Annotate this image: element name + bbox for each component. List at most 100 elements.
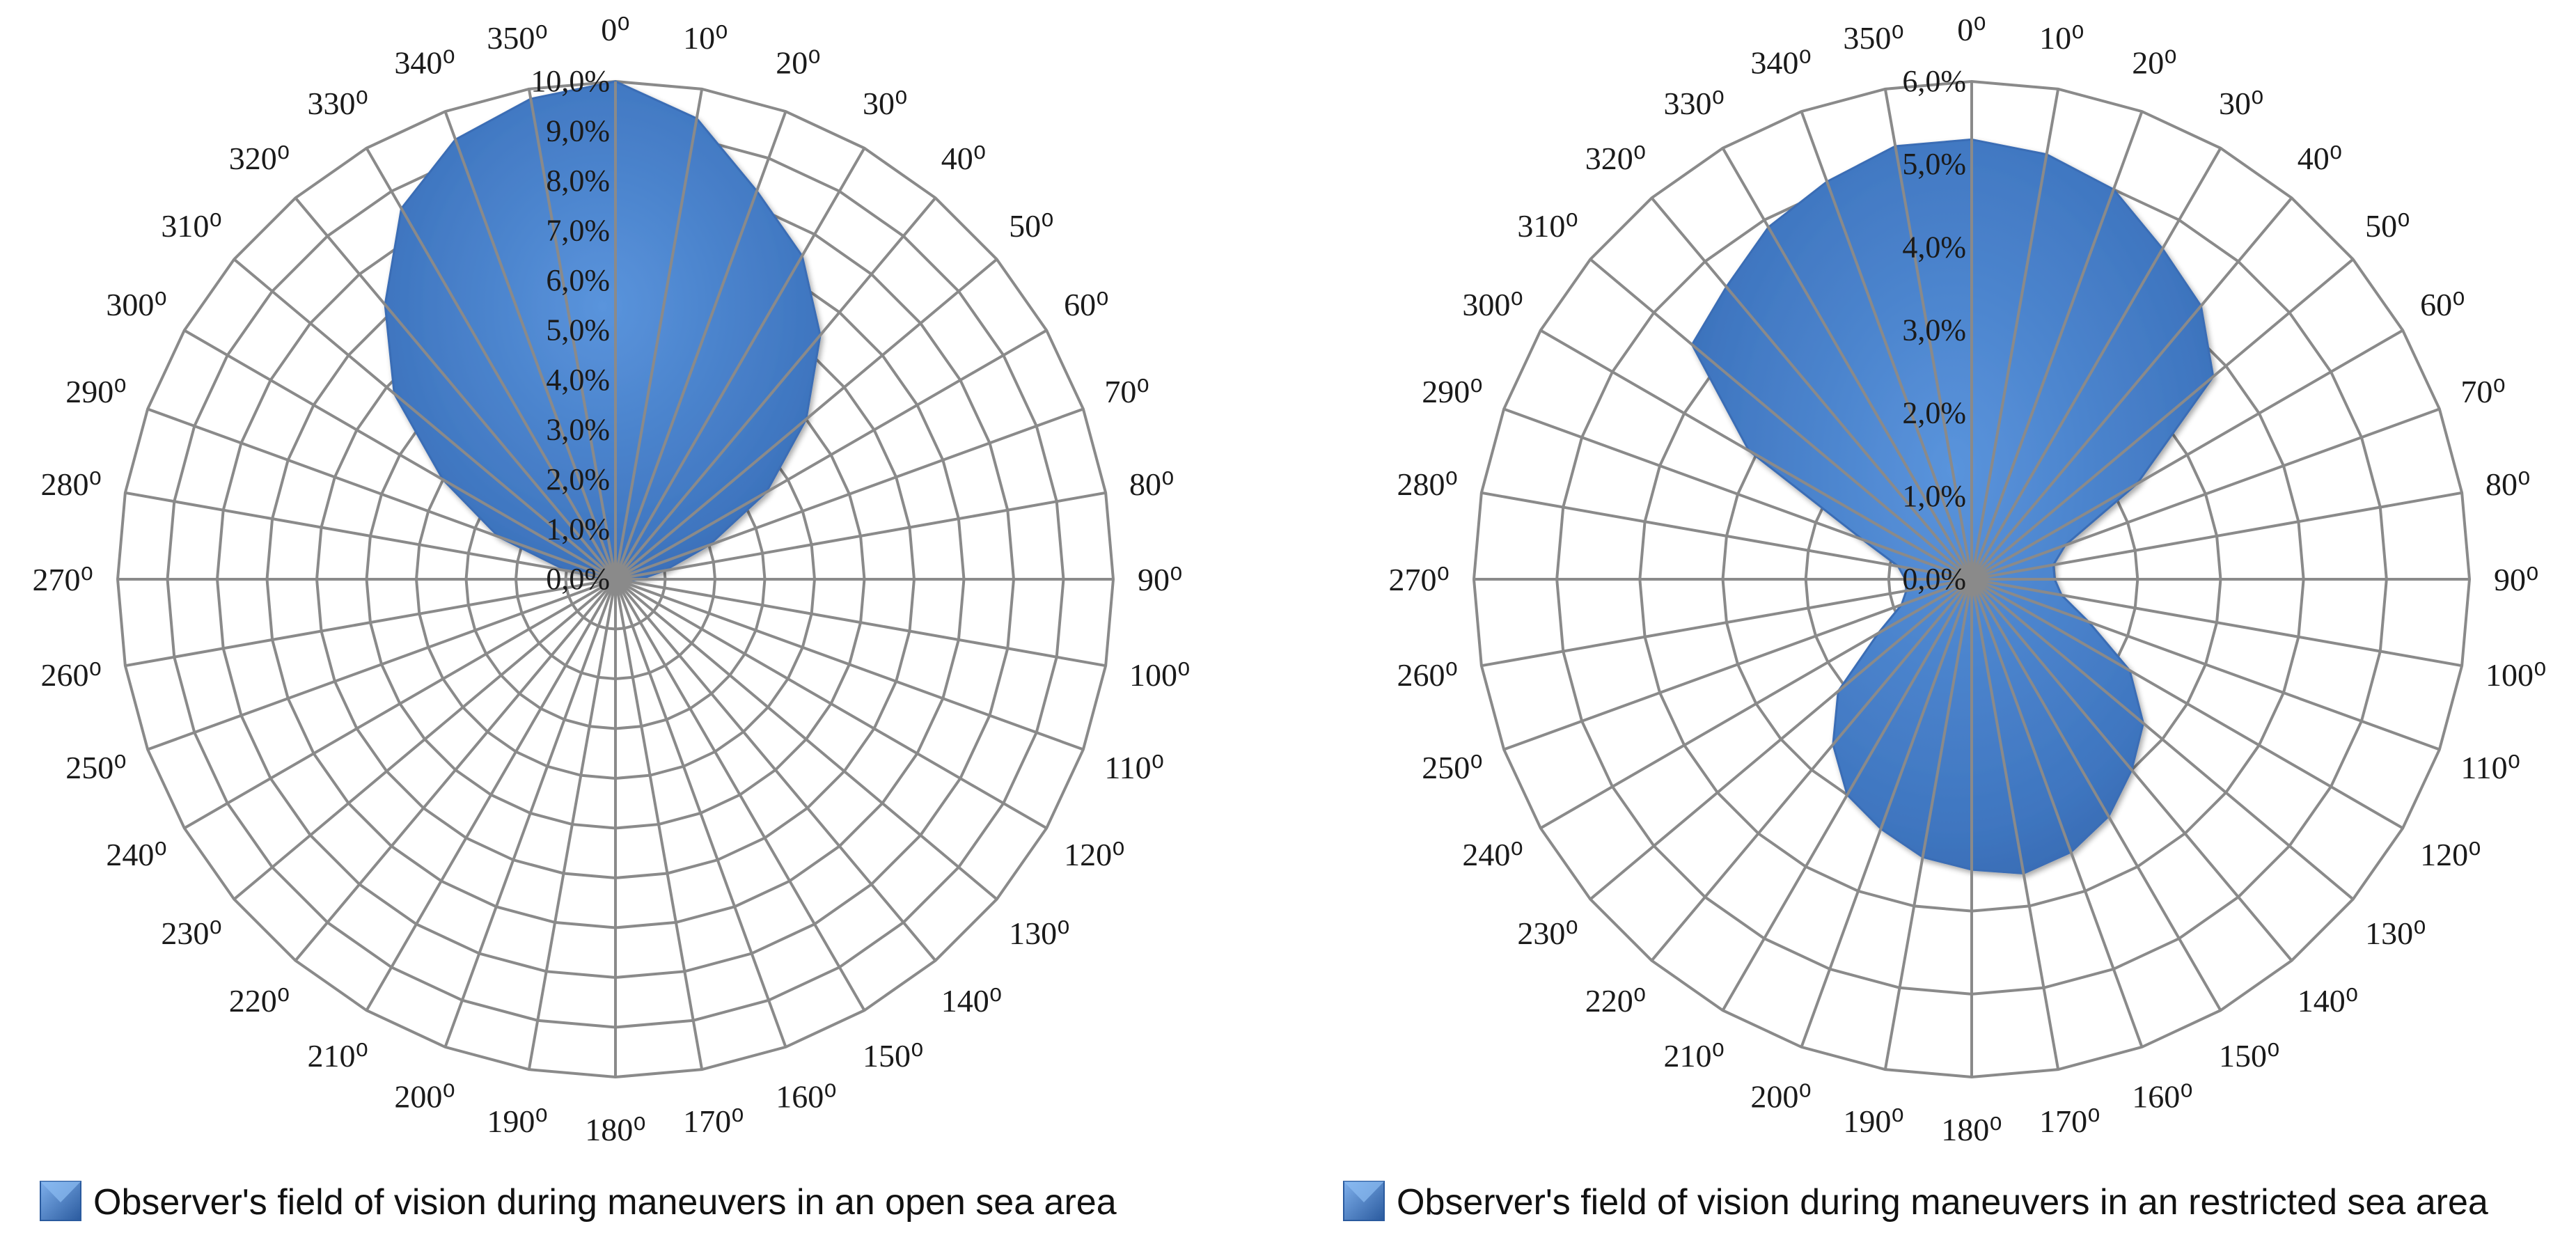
angle-label: 280⁰	[1397, 466, 1458, 502]
spoke-line	[614, 88, 704, 580]
angle-label: 120⁰	[1064, 837, 1124, 872]
angle-label: 210⁰	[308, 1038, 368, 1074]
angle-label: 220⁰	[229, 983, 290, 1019]
angle-label: 130⁰	[1009, 916, 1069, 951]
r-tick-label: 4,0%	[546, 363, 610, 397]
spoke-line	[1971, 491, 2463, 581]
angle-label: 180⁰	[1941, 1112, 2002, 1147]
angle-label: 150⁰	[863, 1038, 923, 1074]
spoke-line	[614, 579, 787, 1048]
angle-label: 320⁰	[1585, 141, 1646, 176]
spoke-line	[614, 258, 998, 581]
angle-label: 300⁰	[106, 287, 166, 322]
spoke-line	[1800, 111, 1973, 580]
spoke-line	[614, 578, 1048, 830]
angle-label: 270⁰	[1389, 562, 1450, 597]
angle-label: 100⁰	[2485, 657, 2546, 693]
legend-label-open-sea: Observer's field of vision during maneuv…	[93, 1182, 1117, 1223]
r-tick-label: 7,0%	[546, 214, 610, 248]
spoke-line	[443, 111, 617, 580]
spoke-line	[1970, 579, 2144, 1048]
angle-label: 320⁰	[229, 141, 290, 176]
angle-label: 330⁰	[308, 86, 368, 121]
legend-label-restricted-sea: Observer's field of vision during maneuv…	[1397, 1182, 2488, 1223]
spoke-line	[183, 578, 617, 830]
spoke-line	[233, 578, 617, 901]
angle-label: 190⁰	[487, 1103, 547, 1139]
angle-label: 340⁰	[394, 45, 455, 81]
r-tick-label: 0,0%	[1902, 562, 1966, 596]
angle-label: 50⁰	[2365, 208, 2410, 244]
angle-label: 80⁰	[1129, 466, 1174, 502]
spoke-line	[1650, 196, 1973, 581]
spoke-line	[183, 329, 617, 581]
angle-label: 210⁰	[1664, 1038, 1725, 1074]
angle-label: 260⁰	[1397, 657, 1458, 693]
angle-label: 350⁰	[487, 20, 547, 56]
spoke-line	[614, 147, 866, 581]
angle-label: 140⁰	[941, 983, 1002, 1019]
r-tick-label: 1,0%	[546, 512, 610, 547]
spoke-line	[1481, 491, 1972, 581]
angle-label: 150⁰	[2219, 1038, 2279, 1074]
angle-label: 30⁰	[2219, 86, 2263, 121]
r-tick-label: 3,0%	[1902, 313, 1966, 347]
spoke-line	[1970, 111, 2144, 580]
spoke-line	[233, 258, 617, 581]
spoke-line	[1589, 258, 1973, 581]
spoke-line	[1721, 147, 1973, 581]
angle-label: 330⁰	[1664, 86, 1725, 121]
r-tick-label: 6,0%	[1902, 64, 1966, 98]
angle-label: 290⁰	[1422, 374, 1482, 409]
r-tick-label: 10,0%	[531, 64, 610, 98]
angle-label: 10⁰	[683, 20, 728, 56]
angle-label: 90⁰	[1138, 562, 1182, 597]
spoke-line	[1539, 329, 1972, 581]
spoke-line	[615, 578, 1106, 668]
r-tick-label: 4,0%	[1902, 230, 1966, 264]
spoke-line	[1971, 578, 2463, 668]
spoke-line	[365, 147, 617, 581]
spoke-line	[614, 329, 1048, 581]
r-tick-label: 2,0%	[1902, 396, 1966, 430]
radial-tick-labels: 0,0% 1,0% 2,0% 3,0% 4,0% 5,0% 6,0% 7,0% 8,0% 9,0%…	[531, 64, 610, 596]
radial-tick-labels: 0,0% 1,0% 2,0% 3,0% 4,0% 5,0% 6,0%	[1902, 64, 1966, 596]
spoke-line	[1970, 88, 2060, 580]
angle-label: 30⁰	[863, 86, 907, 121]
spoke-line	[1971, 578, 2404, 830]
spoke-line	[1721, 578, 1973, 1012]
spoke-line	[615, 407, 1084, 581]
angle-label: 230⁰	[161, 916, 221, 951]
angle-label: 70⁰	[2460, 374, 2505, 409]
angle-label: 20⁰	[776, 45, 820, 81]
angle-label: 0⁰	[601, 12, 629, 47]
angle-label: 280⁰	[41, 466, 102, 502]
angle-label: 50⁰	[1009, 208, 1053, 244]
r-tick-label: 1,0%	[1902, 479, 1966, 513]
spoke-line	[294, 196, 617, 581]
r-tick-label: 8,0%	[546, 164, 610, 198]
r-tick-label: 3,0%	[546, 413, 610, 447]
spoke-line	[443, 579, 617, 1048]
spoke-line	[125, 491, 616, 581]
angle-label: 170⁰	[683, 1103, 744, 1139]
angle-label: 130⁰	[2365, 916, 2426, 951]
angle-label: 110⁰	[1104, 750, 1164, 785]
angle-label: 40⁰	[2298, 141, 2342, 176]
center-hub	[1956, 564, 1987, 595]
r-tick-label: 6,0%	[546, 263, 610, 297]
r-tick-label: 9,0%	[546, 114, 610, 148]
spoke-line	[615, 578, 1084, 751]
angle-label: 230⁰	[1517, 916, 1578, 951]
angle-label: 310⁰	[1517, 208, 1578, 244]
spoke-line	[365, 578, 617, 1012]
legend-open-sea: Observer's field of vision during maneuv…	[40, 1181, 1117, 1223]
angle-label: 270⁰	[33, 562, 93, 597]
r-tick-label: 0,0%	[546, 562, 610, 596]
angle-label: 10⁰	[2039, 20, 2084, 56]
angle-label: 240⁰	[1462, 837, 1523, 872]
spoke-line	[1539, 578, 1972, 830]
angle-label: 200⁰	[1750, 1078, 1811, 1114]
spoke-line	[147, 407, 616, 581]
spoke-line	[1970, 578, 2293, 962]
